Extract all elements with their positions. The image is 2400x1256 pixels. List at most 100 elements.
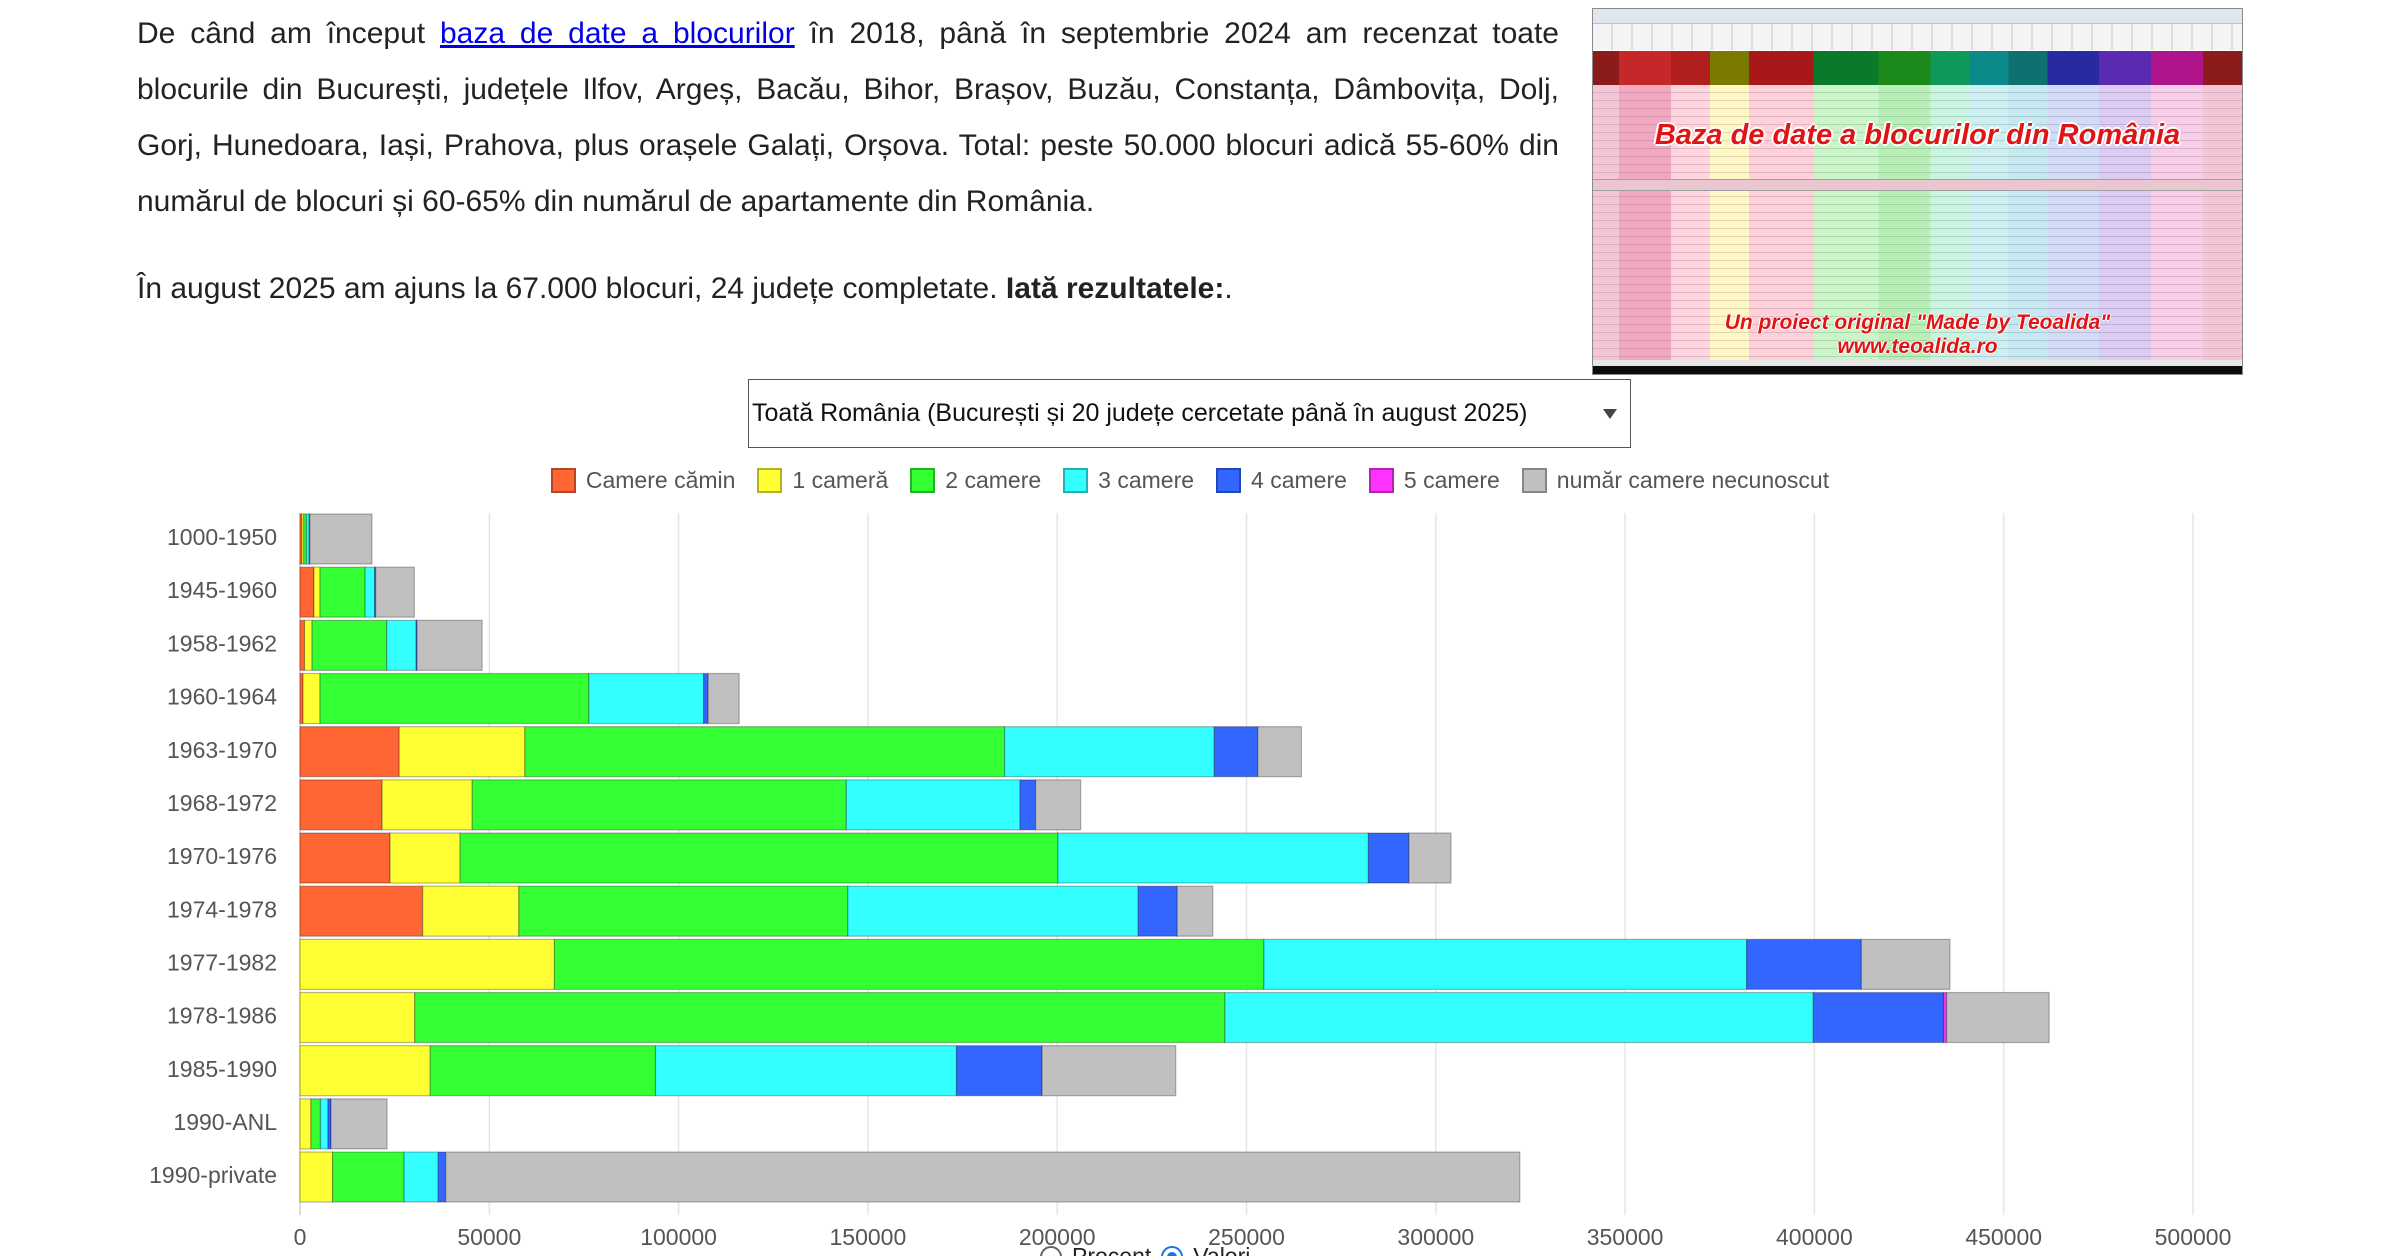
bar-1970-1976-3-camere[interactable] <box>1057 832 1370 884</box>
bar-1945-1960-3-camere[interactable] <box>364 566 376 618</box>
legend-item-2-camere[interactable]: 2 camere <box>910 467 1041 494</box>
bar-1985-1990-3-camere[interactable] <box>654 1045 958 1097</box>
bar-1968-1972-1-camera[interactable] <box>381 779 473 831</box>
bar-1968-1972-camere-camin[interactable] <box>299 779 383 831</box>
y-tick-label-1974-1978: 1974-1978 <box>167 896 277 922</box>
bar-1977-1982-numar-camere-necunoscut[interactable] <box>1860 938 1951 990</box>
x-tick-label-450000: 450000 <box>1965 1224 2042 1250</box>
legend-item-5-camere[interactable]: 5 camere <box>1368 466 1500 494</box>
bar-1945-1960-numar-camere-necunoscut[interactable] <box>375 566 415 618</box>
bar-1963-1970-2-camere[interactable] <box>524 726 1006 778</box>
bar-1963-1970-1-camera[interactable] <box>398 726 526 778</box>
bar-1974-1978-4-camere[interactable] <box>1137 885 1178 937</box>
bar-1960-1964-numar-camere-necunoscut[interactable] <box>707 672 740 725</box>
bar-1970-1976-2-camere[interactable] <box>459 832 1059 884</box>
bar-1974-1978-3-camere[interactable] <box>847 885 1139 937</box>
bar-1960-1964-2-camere[interactable] <box>319 672 590 725</box>
y-tick-label-1958-1962: 1958-1962 <box>167 630 277 656</box>
legend-label-4-camere: 4 camere <box>1251 466 1347 493</box>
intro-paragraph: De când am început baza de date a blocur… <box>137 6 1559 230</box>
bar-1978-1986-numar-camere-necunoscut[interactable] <box>1945 991 2050 1044</box>
bar-1945-1960-1-camera[interactable] <box>313 566 321 618</box>
bar-1990-anl-1-camera[interactable] <box>299 1098 312 1150</box>
chart-y-axis-labels: 1000-1950 1945-1960 1958-1962 1960-1964 1963… <box>149 524 277 1188</box>
legend-swatch-camere-camin <box>550 467 576 493</box>
legend-item-camere-camin[interactable]: Camere cămin <box>550 467 735 494</box>
radio-procent-label: Procent <box>1072 1243 1152 1256</box>
bar-1990-anl-numar-camere-necunoscut[interactable] <box>330 1098 388 1150</box>
bar-1958-1962-3-camere[interactable] <box>386 619 417 671</box>
bar-1974-1978-camere-camin[interactable] <box>299 885 424 937</box>
bar-1968-1972-3-camere[interactable] <box>845 779 1021 831</box>
bar-1990-anl-2-camere[interactable] <box>310 1098 322 1150</box>
bar-1945-1960-2-camere[interactable] <box>319 566 366 618</box>
bar-1963-1970-camere-camin[interactable] <box>299 726 400 778</box>
bar-1970-1976-4-camere[interactable] <box>1367 832 1410 884</box>
bar-1990-private-2-camere[interactable] <box>331 1151 405 1203</box>
bar-1968-1972-numar-camere-necunoscut[interactable] <box>1035 779 1082 831</box>
radio-valori[interactable] <box>1161 1245 1184 1256</box>
view-toggle-options: Procent Valori <box>1040 1243 1250 1256</box>
x-tick-label-0: 0 <box>294 1224 307 1250</box>
legend-item-4-camere[interactable]: 4 camere <box>1216 467 1347 494</box>
bar-1990-private-1-camera[interactable] <box>299 1151 334 1203</box>
bar-1958-1962-1-camera[interactable] <box>303 619 313 671</box>
results-paragraph: În august 2025 am ajuns la 67.000 blocur… <box>137 261 1559 317</box>
database-link[interactable]: baza de date a blocurilor <box>439 17 795 50</box>
bar-1978-1986-4-camere[interactable] <box>1812 991 1945 1044</box>
bar-1000-1950-numar-camere-necunoscut[interactable] <box>309 513 373 565</box>
bar-1974-1978-numar-camere-necunoscut[interactable] <box>1176 885 1214 937</box>
bar-1963-1970-3-camere[interactable] <box>1003 726 1215 778</box>
bar-1974-1978-1-camera[interactable] <box>422 885 520 937</box>
radio-procent[interactable] <box>1040 1245 1062 1256</box>
figure-window-titlebar <box>1593 9 2242 24</box>
bar-1970-1976-camere-camin[interactable] <box>299 832 391 884</box>
legend-label-3-camere: 3 camere <box>1098 466 1195 493</box>
legend-item-numar-camere-necunoscut[interactable]: număr camere necunoscut <box>1521 467 1829 494</box>
bar-1978-1986-2-camere[interactable] <box>414 991 1226 1044</box>
stacked-bar-chart: 1000-1950 1945-1960 1958-1962 1960-1964 1963… <box>149 513 2231 1250</box>
bar-1945-1960-camere-camin[interactable] <box>299 566 315 618</box>
legend-swatch-4-camere <box>1216 467 1242 493</box>
bar-1990-private-4-camere[interactable] <box>437 1151 447 1203</box>
region-select-value: Toată România (București și 20 județe ce… <box>752 399 1528 427</box>
bar-1958-1962-camere-camin[interactable] <box>299 619 306 671</box>
bar-1985-1990-numar-camere-necunoscut[interactable] <box>1041 1045 1177 1097</box>
bar-1960-1964-3-camere[interactable] <box>588 672 705 725</box>
bar-1990-private-3-camere[interactable] <box>403 1151 439 1203</box>
figure-taskbar <box>1593 366 2242 374</box>
bar-1963-1970-numar-camere-necunoscut[interactable] <box>1257 726 1302 778</box>
bar-1977-1982-1-camera[interactable] <box>299 938 556 990</box>
region-select[interactable]: Toată România (București și 20 județe ce… <box>748 379 1631 448</box>
bar-1985-1990-4-camere[interactable] <box>955 1045 1043 1097</box>
legend-item-3-camere[interactable]: 3 camere <box>1063 467 1194 494</box>
bar-1968-1972-2-camere[interactable] <box>471 779 847 831</box>
figure-ribbon <box>1593 24 2242 50</box>
bar-1978-1986-3-camere[interactable] <box>1224 991 1814 1044</box>
bar-1985-1990-1-camera[interactable] <box>299 1045 431 1097</box>
bar-1970-1976-numar-camere-necunoscut[interactable] <box>1408 832 1452 884</box>
bar-1960-1964-4-camere[interactable] <box>702 672 709 725</box>
bar-1958-1962-numar-camere-necunoscut[interactable] <box>416 619 483 671</box>
bar-1958-1962-2-camere[interactable] <box>311 619 388 671</box>
bar-1978-1986-1-camera[interactable] <box>299 991 416 1044</box>
bar-1985-1990-2-camere[interactable] <box>429 1045 657 1097</box>
bar-1960-1964-1-camera[interactable] <box>302 672 321 725</box>
x-tick-label-350000: 350000 <box>1587 1224 1664 1250</box>
y-tick-label-1960-1964: 1960-1964 <box>167 684 277 710</box>
bar-1974-1978-2-camere[interactable] <box>518 885 849 937</box>
legend-label-5-camere: 5 camere <box>1403 466 1500 493</box>
bar-1963-1970-4-camere[interactable] <box>1213 726 1259 778</box>
bar-1977-1982-3-camere[interactable] <box>1263 938 1748 990</box>
legend-item-1-camera[interactable]: 1 cameră <box>757 467 888 494</box>
bar-1977-1982-4-camere[interactable] <box>1746 938 1862 990</box>
bar-1990-private-numar-camere-necunoscut[interactable] <box>445 1151 1521 1203</box>
y-tick-label-1977-1982: 1977-1982 <box>167 949 277 975</box>
bar-1968-1972-4-camere[interactable] <box>1019 779 1037 831</box>
intro-text-rest: în 2018, până în septembrie 2024 am rece… <box>137 17 1559 218</box>
bar-1977-1982-2-camere[interactable] <box>553 938 1265 990</box>
intro-text-start: De când am început <box>137 17 440 50</box>
bar-1990-anl-3-camere[interactable] <box>319 1098 329 1150</box>
radio-valori-label: Valori <box>1193 1243 1251 1256</box>
bar-1970-1976-1-camera[interactable] <box>389 832 461 884</box>
